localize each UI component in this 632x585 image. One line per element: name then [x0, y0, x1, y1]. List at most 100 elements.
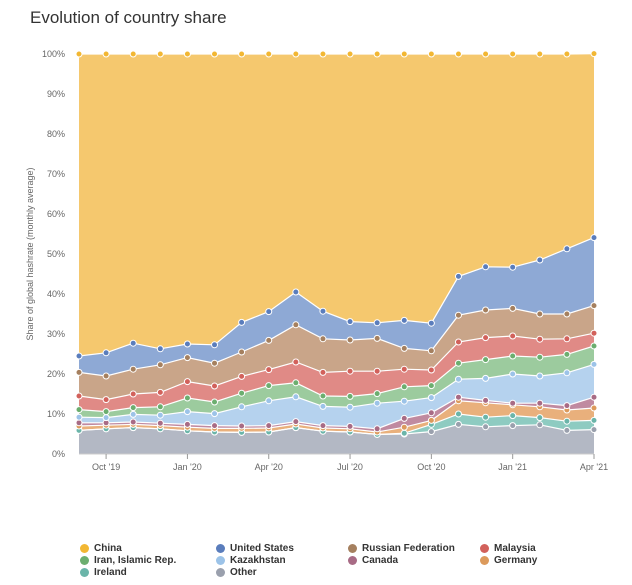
point-russian-federation[interactable]: [156, 361, 164, 369]
point-ireland[interactable]: [536, 414, 544, 422]
point-kazakhstan[interactable]: [482, 374, 490, 382]
point-malaysia[interactable]: [292, 358, 300, 366]
point-china[interactable]: [536, 50, 544, 58]
point-canada[interactable]: [509, 399, 517, 407]
point-russian-federation[interactable]: [509, 304, 517, 312]
point-united-states[interactable]: [156, 345, 164, 353]
point-iran-islamic-rep[interactable]: [102, 408, 110, 416]
point-china[interactable]: [454, 50, 462, 58]
point-united-states[interactable]: [292, 288, 300, 296]
point-iran-islamic-rep[interactable]: [427, 382, 435, 390]
point-kazakhstan[interactable]: [265, 397, 273, 405]
point-china[interactable]: [265, 50, 273, 58]
point-germany[interactable]: [400, 423, 408, 431]
point-kazakhstan[interactable]: [563, 369, 571, 377]
point-malaysia[interactable]: [129, 390, 137, 398]
point-malaysia[interactable]: [536, 335, 544, 343]
point-russian-federation[interactable]: [482, 306, 490, 314]
point-malaysia[interactable]: [400, 365, 408, 373]
point-united-states[interactable]: [509, 263, 517, 271]
point-united-states[interactable]: [211, 341, 219, 349]
point-iran-islamic-rep[interactable]: [183, 394, 191, 402]
point-malaysia[interactable]: [156, 388, 164, 396]
point-united-states[interactable]: [563, 245, 571, 253]
point-russian-federation[interactable]: [75, 368, 83, 376]
point-kazakhstan[interactable]: [129, 410, 137, 418]
point-iran-islamic-rep[interactable]: [590, 342, 598, 350]
point-canada[interactable]: [346, 422, 354, 430]
point-china[interactable]: [482, 50, 490, 58]
point-malaysia[interactable]: [373, 367, 381, 375]
point-canada[interactable]: [156, 419, 164, 427]
point-kazakhstan[interactable]: [373, 399, 381, 407]
point-malaysia[interactable]: [346, 367, 354, 375]
point-russian-federation[interactable]: [129, 365, 137, 373]
point-iran-islamic-rep[interactable]: [319, 392, 327, 400]
point-china[interactable]: [373, 50, 381, 58]
legend-item-kazakhstan[interactable]: Kazakhstan: [216, 555, 286, 566]
point-canada[interactable]: [482, 396, 490, 404]
point-other[interactable]: [509, 422, 517, 430]
point-iran-islamic-rep[interactable]: [292, 379, 300, 387]
legend-item-iran-islamic-rep[interactable]: Iran, Islamic Rep.: [80, 555, 176, 566]
point-united-states[interactable]: [238, 318, 246, 326]
point-iran-islamic-rep[interactable]: [536, 353, 544, 361]
point-russian-federation[interactable]: [427, 347, 435, 355]
point-china[interactable]: [238, 50, 246, 58]
point-china[interactable]: [590, 50, 598, 58]
point-iran-islamic-rep[interactable]: [265, 382, 273, 390]
point-malaysia[interactable]: [427, 366, 435, 374]
point-united-states[interactable]: [427, 319, 435, 327]
point-united-states[interactable]: [319, 307, 327, 315]
point-canada[interactable]: [427, 409, 435, 417]
point-russian-federation[interactable]: [102, 372, 110, 380]
point-ireland[interactable]: [454, 410, 462, 418]
point-canada[interactable]: [536, 399, 544, 407]
point-other[interactable]: [427, 428, 435, 436]
point-germany[interactable]: [427, 416, 435, 424]
legend-item-other[interactable]: Other: [216, 567, 257, 578]
point-russian-federation[interactable]: [183, 354, 191, 362]
point-kazakhstan[interactable]: [156, 411, 164, 419]
legend-item-germany[interactable]: Germany: [480, 555, 537, 566]
legend-item-malaysia[interactable]: Malaysia: [480, 543, 536, 554]
legend-item-ireland[interactable]: Ireland: [80, 567, 127, 578]
point-kazakhstan[interactable]: [292, 393, 300, 401]
point-russian-federation[interactable]: [265, 336, 273, 344]
point-united-states[interactable]: [482, 263, 490, 271]
point-united-states[interactable]: [454, 272, 462, 280]
point-china[interactable]: [183, 50, 191, 58]
point-canada[interactable]: [183, 420, 191, 428]
point-united-states[interactable]: [265, 308, 273, 316]
point-kazakhstan[interactable]: [346, 403, 354, 411]
point-kazakhstan[interactable]: [454, 375, 462, 383]
point-malaysia[interactable]: [211, 382, 219, 390]
point-iran-islamic-rep[interactable]: [129, 404, 137, 412]
point-ireland[interactable]: [482, 413, 490, 421]
point-other[interactable]: [590, 426, 598, 434]
point-canada[interactable]: [238, 422, 246, 430]
point-china[interactable]: [211, 50, 219, 58]
point-russian-federation[interactable]: [536, 310, 544, 318]
point-malaysia[interactable]: [509, 332, 517, 340]
point-russian-federation[interactable]: [400, 344, 408, 352]
point-canada[interactable]: [563, 402, 571, 410]
point-united-states[interactable]: [102, 349, 110, 357]
point-kazakhstan[interactable]: [183, 408, 191, 416]
point-iran-islamic-rep[interactable]: [346, 392, 354, 400]
point-malaysia[interactable]: [319, 368, 327, 376]
point-russian-federation[interactable]: [454, 311, 462, 319]
point-kazakhstan[interactable]: [238, 403, 246, 411]
point-other[interactable]: [536, 421, 544, 429]
point-kazakhstan[interactable]: [536, 372, 544, 380]
point-iran-islamic-rep[interactable]: [400, 383, 408, 391]
point-other[interactable]: [563, 426, 571, 434]
point-kazakhstan[interactable]: [75, 413, 83, 421]
legend-item-canada[interactable]: Canada: [348, 555, 398, 566]
point-malaysia[interactable]: [563, 335, 571, 343]
legend-item-united-states[interactable]: United States: [216, 543, 294, 554]
point-other[interactable]: [454, 420, 462, 428]
point-iran-islamic-rep[interactable]: [373, 390, 381, 398]
point-germany[interactable]: [590, 404, 598, 412]
point-malaysia[interactable]: [590, 329, 598, 337]
